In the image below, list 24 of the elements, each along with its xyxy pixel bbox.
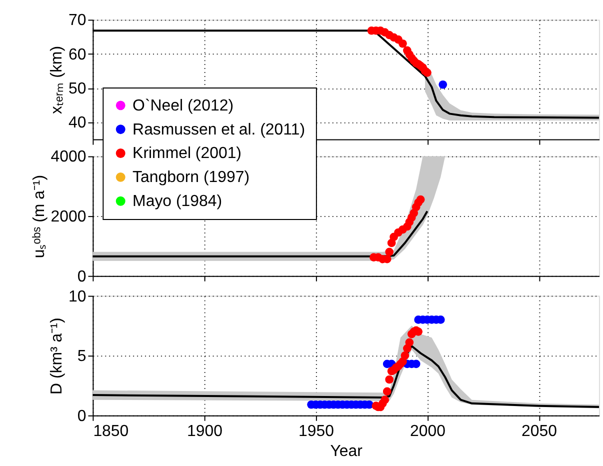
legend-label: Tangborn (1997) — [132, 169, 250, 186]
y-tick-label: 4000 — [50, 148, 86, 166]
x-tick-label: 2050 — [522, 422, 558, 440]
x-tick-label: 1900 — [186, 422, 223, 440]
y-tick-label: 50 — [68, 80, 86, 98]
y-axis-title: xₜₑᵣₘ (km) — [48, 46, 66, 114]
legend-label: Rasmussen et al. (2011) — [132, 121, 306, 138]
y-tick-label: 70 — [68, 12, 86, 30]
y-tick-label: 60 — [68, 46, 86, 64]
y-tick-label: 0 — [77, 268, 86, 286]
y-tick-label: 10 — [68, 288, 86, 306]
y-tick-label: 40 — [68, 114, 86, 132]
legend-label: O`Neel (2012) — [132, 97, 234, 114]
x-tick-label: 2000 — [410, 422, 446, 440]
x-axis-title: Year — [330, 442, 364, 460]
y-tick-label: 2000 — [50, 208, 86, 226]
y-tick-label: 5 — [77, 348, 86, 366]
legend-label: Krimmel (2001) — [132, 145, 242, 162]
x-tick-label: 1950 — [298, 422, 334, 440]
legend-label: Mayo (1984) — [132, 193, 222, 210]
y-tick-label: 0 — [77, 408, 86, 425]
y-axis-title: D (km³ a⁻¹) — [48, 318, 66, 394]
x-tick-label: 1850 — [93, 422, 129, 440]
y-axis-title: uₛᵒᵇˢ (m a⁻¹) — [30, 174, 48, 258]
